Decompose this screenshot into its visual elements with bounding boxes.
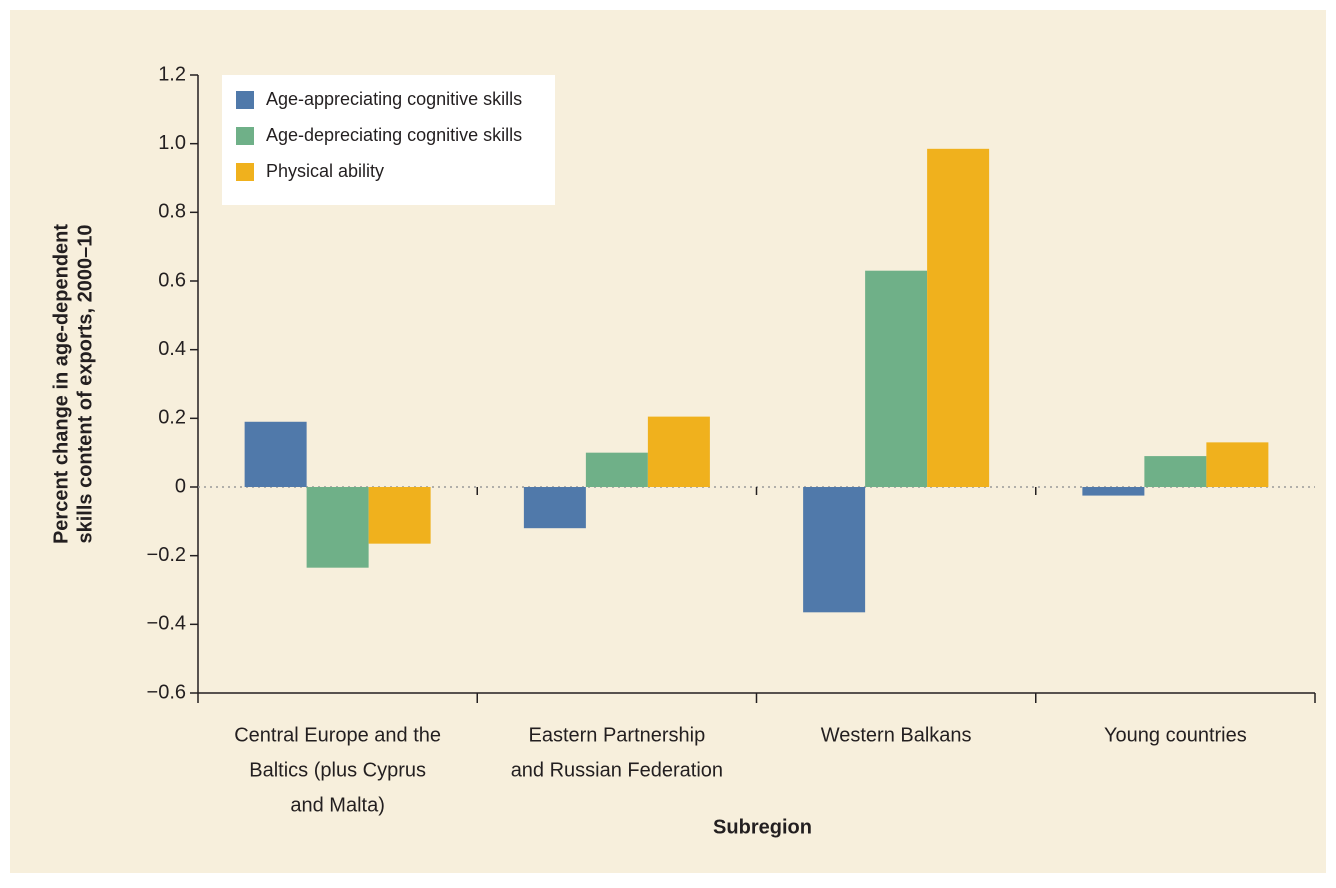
legend-swatch: [236, 127, 254, 145]
x-tick-label: Young countries: [1104, 724, 1247, 746]
x-tick-label: and Russian Federation: [511, 759, 723, 781]
bar: [1206, 442, 1269, 487]
legend-label: Age-depreciating cognitive skills: [266, 125, 522, 145]
bar: [368, 487, 431, 544]
x-axis-label: Subregion: [713, 816, 812, 838]
y-axis-label: skills content of exports, 2000–10: [74, 224, 96, 543]
y-tick-label: 1.0: [158, 132, 186, 154]
y-tick-label: −0.6: [147, 681, 186, 703]
y-tick-label: 0.8: [158, 201, 186, 223]
y-tick-label: 0: [175, 475, 186, 497]
y-tick-label: −0.2: [147, 544, 186, 566]
x-tick-label: Baltics (plus Cyprus: [249, 759, 426, 781]
y-tick-label: 0.4: [158, 338, 186, 360]
bar: [927, 148, 990, 488]
bar: [244, 421, 307, 487]
y-tick-label: 1.2: [158, 63, 186, 85]
y-tick-label: −0.4: [147, 613, 186, 635]
bar: [647, 416, 710, 487]
bar: [523, 487, 586, 529]
legend-label: Physical ability: [266, 161, 384, 181]
bar: [1082, 487, 1145, 496]
bar: [803, 487, 866, 613]
x-tick-label: Central Europe and the: [234, 724, 441, 746]
bar: [585, 452, 648, 487]
x-tick-label: Western Balkans: [821, 724, 972, 746]
y-tick-label: 0.6: [158, 269, 186, 291]
legend-swatch: [236, 163, 254, 181]
bar: [306, 487, 369, 568]
x-tick-label: Eastern Partnership: [528, 724, 705, 746]
legend-label: Age-appreciating cognitive skills: [266, 89, 522, 109]
legend-box: [222, 75, 555, 205]
bar: [1144, 456, 1207, 487]
y-axis-label: Percent change in age-dependent: [50, 224, 72, 544]
x-tick-label: and Malta): [290, 794, 385, 816]
bar: [865, 270, 928, 487]
legend-swatch: [236, 91, 254, 109]
y-tick-label: 0.2: [158, 407, 186, 429]
